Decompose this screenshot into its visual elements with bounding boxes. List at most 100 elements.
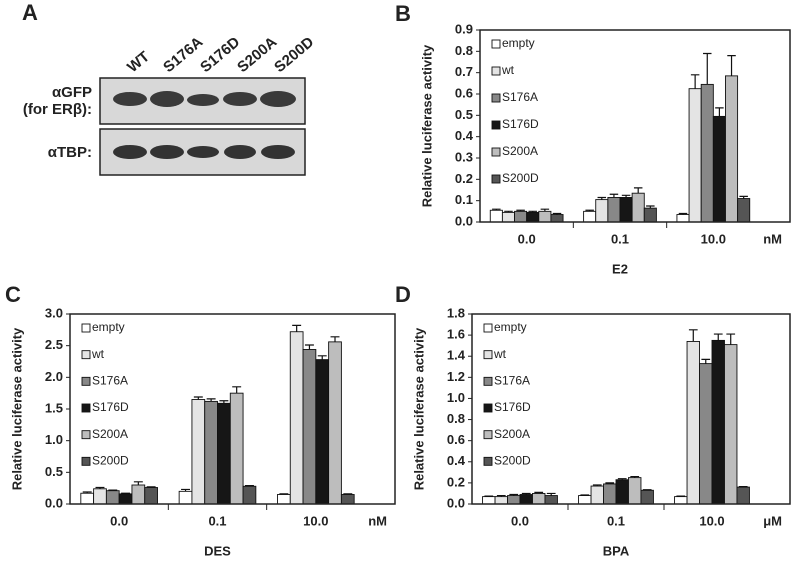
y-tick-label: 1.0: [447, 390, 465, 405]
legend-swatch: [483, 376, 493, 386]
lane-label: S176D: [197, 33, 243, 76]
bar: [700, 83, 714, 223]
bar: [615, 479, 629, 505]
legend-label: empty: [494, 320, 527, 334]
legend-label: S176D: [502, 117, 539, 131]
bar: [178, 490, 193, 505]
row-label: αTBP:: [48, 144, 92, 161]
y-tick-label: 1.4: [447, 348, 466, 363]
error-bar: [95, 486, 105, 489]
y-tick-label: 0.4: [447, 453, 466, 468]
legend-label: S200A: [92, 427, 128, 441]
chart-panel: B 0.0 0.1 0.2 0.3 0.4 0.5 0.6 0.7 0.8 0.9 0.0 0.1 10.…: [395, 1, 791, 276]
bar: [544, 495, 558, 505]
y-tick-label: 0.6: [447, 432, 465, 447]
bar: [583, 210, 597, 223]
bar: [578, 495, 592, 505]
bar: [340, 494, 355, 505]
bar: [93, 488, 107, 505]
y-tick-label: 0.5: [45, 464, 63, 479]
legend-swatch: [491, 120, 501, 130]
error-bar: [739, 195, 748, 199]
bar: [217, 402, 231, 505]
plot-frame: [471, 313, 791, 505]
error-bar: [521, 492, 531, 495]
legend-swatch: [491, 39, 501, 49]
blot-panel: A WT S176A S176D S200A S200D αGFP (for E…: [22, 0, 317, 176]
bar: [676, 214, 690, 223]
legend-label: S176D: [92, 400, 129, 414]
bar: [736, 486, 750, 505]
error-bar: [492, 208, 501, 211]
bar: [118, 493, 133, 505]
error-bar: [552, 212, 562, 215]
error-bar: [343, 493, 353, 495]
y-tick-label: 0.0: [455, 213, 473, 228]
y-tick-label: 1.2: [447, 369, 465, 384]
error-bar: [317, 355, 327, 360]
x-tick-label: 0.0: [110, 513, 128, 528]
error-bar: [206, 398, 216, 402]
legend-swatch: [491, 174, 501, 184]
error-bar: [244, 485, 254, 487]
legend-label: empty: [502, 36, 535, 50]
lane-label: WT: [124, 48, 153, 76]
bar: [514, 210, 528, 223]
legend-swatch: [491, 93, 501, 103]
x-tick-label: 10.0: [699, 513, 724, 528]
error-bar: [509, 493, 519, 496]
legend-label: S200A: [494, 427, 530, 441]
error-bar: [540, 208, 550, 212]
bar: [519, 494, 533, 505]
bar: [501, 211, 515, 223]
error-bar: [676, 495, 686, 497]
bar: [229, 392, 244, 505]
legend-label: S176A: [92, 374, 128, 388]
legend-swatch: [81, 430, 91, 440]
error-bar: [546, 492, 556, 496]
error-bar: [580, 494, 590, 496]
bar: [737, 198, 751, 223]
bar: [242, 485, 257, 505]
legend-label: S200D: [92, 454, 129, 468]
bar: [619, 197, 633, 223]
error-bar: [701, 358, 711, 364]
error-bar: [484, 495, 494, 497]
error-bar: [713, 333, 723, 341]
lane-label: S200A: [234, 33, 280, 76]
legend-swatch: [81, 350, 91, 360]
legend-label: wt: [91, 347, 105, 361]
bar: [550, 214, 564, 223]
error-bar: [688, 329, 698, 342]
legend-swatch: [81, 376, 91, 386]
bar: [603, 483, 617, 505]
row-label: αGFP: [52, 84, 92, 101]
bar: [144, 487, 158, 505]
y-tick-label: 0.2: [455, 171, 473, 186]
error-bar: [534, 491, 544, 494]
y-tick-label: 0.4: [455, 128, 474, 143]
panel-label: B: [395, 1, 411, 26]
legend-swatch: [483, 456, 493, 466]
y-tick-label: 0.5: [455, 107, 473, 122]
error-bar: [516, 209, 525, 212]
y-tick-label: 0.8: [455, 43, 473, 58]
bar: [628, 477, 642, 505]
error-bar: [133, 481, 143, 485]
legend-swatch: [483, 430, 493, 440]
bar: [302, 349, 317, 505]
x-tick-label: 0.0: [518, 231, 536, 246]
error-bar: [82, 491, 92, 494]
bar: [315, 359, 330, 505]
plot-frame: [69, 313, 396, 505]
error-bar: [108, 489, 118, 491]
bar: [631, 192, 645, 223]
y-tick-label: 1.5: [45, 400, 63, 415]
bar: [686, 340, 700, 505]
legend-swatch: [81, 456, 91, 466]
bar: [105, 490, 120, 505]
y-tick-label: 1.0: [45, 432, 63, 447]
bar: [131, 484, 146, 505]
legend-label: S200A: [502, 144, 538, 158]
legend-swatch: [81, 403, 91, 413]
